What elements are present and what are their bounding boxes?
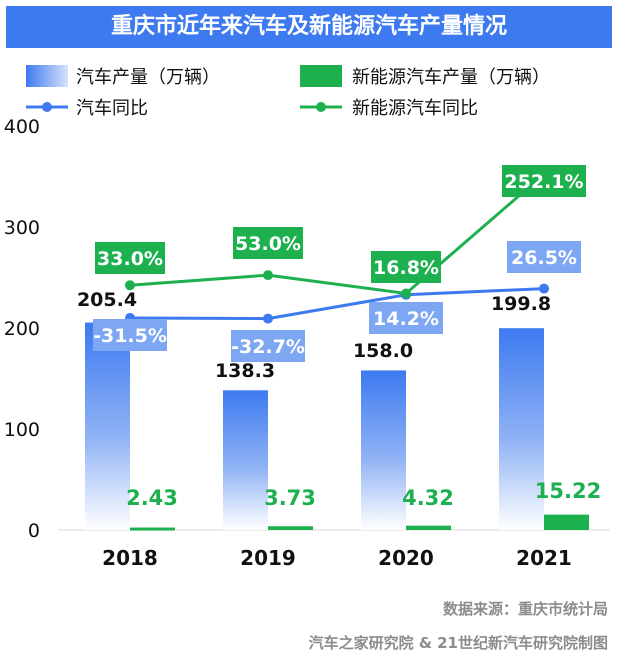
legend-swatch-nev-output [300, 65, 342, 87]
legend-swatch-car-output [26, 65, 68, 87]
car-yoy-point [539, 283, 549, 294]
car-output-value: 205.4 [77, 289, 137, 311]
nev-yoy-label-box [95, 242, 165, 274]
car-output-value: 138.3 [215, 360, 275, 382]
car-yoy-point [263, 313, 273, 324]
y-tick-label: 300 [4, 217, 40, 239]
car-yoy-label-box [507, 241, 581, 273]
nev-output-value: 15.22 [535, 479, 601, 503]
x-tick-label: 2021 [516, 546, 572, 570]
y-tick-label: 100 [4, 419, 40, 441]
car-output-value: 158.0 [353, 340, 413, 362]
x-tick-label: 2020 [378, 546, 434, 570]
bar-car-output [85, 322, 130, 530]
source-note: 数据来源：重庆市统计局 [442, 600, 608, 618]
y-tick-label: 200 [4, 318, 40, 340]
legend-label-car-output: 汽车产量（万辆） [76, 67, 220, 88]
legend-label-nev-yoy: 新能源汽车同比 [352, 98, 478, 119]
y-tick-label: 400 [4, 116, 40, 138]
nev-output-value: 2.43 [126, 486, 178, 510]
bar-nev-output [544, 514, 589, 530]
car-yoy-label-box [93, 319, 167, 351]
nev-yoy-point [125, 280, 135, 291]
car-yoy-label: 14.2% [373, 308, 439, 330]
bar-car-output [361, 370, 406, 530]
chart-title: 重庆市近年来汽车及新能源汽车产量情况 [6, 6, 612, 48]
nev-output-value: 4.32 [402, 486, 454, 510]
x-tick-label: 2019 [240, 546, 296, 570]
car-yoy-label: 26.5% [511, 247, 577, 269]
bar-car-output [499, 328, 544, 530]
nev-yoy-label-box [233, 227, 303, 259]
nev-yoy-point [401, 288, 411, 299]
car-yoy-label-box [369, 302, 443, 334]
nev-yoy-label-box [502, 165, 586, 197]
nev-yoy-label: 53.0% [235, 233, 301, 255]
nev-output-value: 3.73 [264, 486, 316, 510]
nev-yoy-label-box [371, 251, 441, 283]
legend-dot-car-yoy [42, 102, 52, 112]
legend-label-nev-output: 新能源汽车产量（万辆） [352, 67, 550, 88]
nev-yoy-label: 252.1% [504, 171, 583, 193]
x-tick-label: 2018 [102, 546, 158, 570]
y-tick-label: 0 [28, 520, 40, 542]
nev-yoy-line [129, 173, 545, 296]
legend-label-car-yoy: 汽车同比 [76, 98, 148, 119]
car-yoy-label: -32.7% [231, 336, 305, 358]
car-output-value: 199.8 [491, 293, 551, 315]
bar-nev-output [268, 526, 313, 530]
car-yoy-label-box [231, 330, 305, 362]
bar-nev-output [406, 525, 451, 530]
car-yoy-line [129, 287, 545, 321]
legend-dot-nev-yoy [316, 102, 326, 112]
bar-nev-output [130, 527, 175, 531]
nev-yoy-label: 16.8% [373, 257, 439, 279]
nev-yoy-point [263, 270, 273, 281]
nev-yoy-label: 33.0% [97, 248, 163, 270]
car-yoy-label: -31.5% [93, 325, 167, 347]
bar-car-output [223, 390, 268, 530]
credit-note: 汽车之家研究院 & 21世纪新汽车研究院制图 [308, 634, 608, 652]
